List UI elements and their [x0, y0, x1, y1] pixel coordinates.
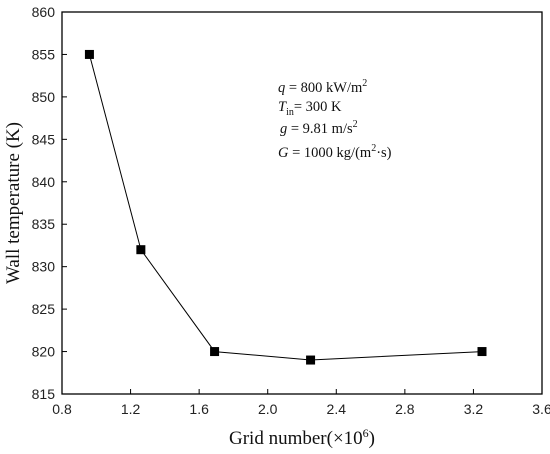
y-axis-ticks: 815 820 825 830 835 840 845 850 855 860 — [32, 4, 67, 402]
data-point — [84, 49, 94, 59]
data-point — [477, 347, 487, 357]
x-tick-label: 1.2 — [121, 401, 141, 417]
annotation-heat-flux: q = 800 kW/m2 — [278, 78, 367, 96]
y-tick-label: 860 — [32, 4, 56, 20]
plot-area — [61, 11, 543, 395]
annotation-gravity: g = 9.81 m/s2 — [280, 119, 358, 137]
x-axis-title: Grid number(×106) — [229, 426, 375, 449]
y-tick-label: 825 — [32, 301, 56, 317]
x-tick-label: 1.6 — [189, 401, 209, 417]
series-layer — [84, 49, 487, 365]
y-tick-label: 830 — [32, 259, 56, 275]
annotation-mass-flux: G = 1000 kg/(m2·s) — [278, 143, 392, 161]
data-point — [306, 355, 316, 365]
data-point — [136, 245, 146, 255]
y-axis-title: Wall temperature (K) — [3, 122, 24, 284]
y-tick-label: 820 — [32, 344, 56, 360]
x-tick-label: 2.8 — [395, 401, 415, 417]
x-axis-ticks: 0.8 1.2 1.6 2.0 2.4 2.8 3.2 3.6 — [52, 389, 550, 417]
annotation-inlet-temperature: Tin= 300 K — [278, 99, 342, 118]
y-tick-label: 845 — [32, 131, 56, 147]
x-tick-label: 3.2 — [464, 401, 484, 417]
y-tick-label: 840 — [32, 174, 56, 190]
x-tick-label: 2.4 — [327, 401, 347, 417]
y-tick-label: 855 — [32, 46, 56, 62]
x-tick-label: 2.0 — [258, 401, 278, 417]
x-tick-label: 0.8 — [52, 401, 72, 417]
annotation-block: q = 800 kW/m2 Tin= 300 K g = 9.81 m/s2 G… — [278, 78, 392, 161]
data-point — [210, 347, 220, 357]
y-tick-label: 850 — [32, 89, 56, 105]
y-tick-label: 835 — [32, 216, 56, 232]
y-tick-label: 815 — [32, 386, 56, 402]
x-tick-label: 3.6 — [532, 401, 550, 417]
